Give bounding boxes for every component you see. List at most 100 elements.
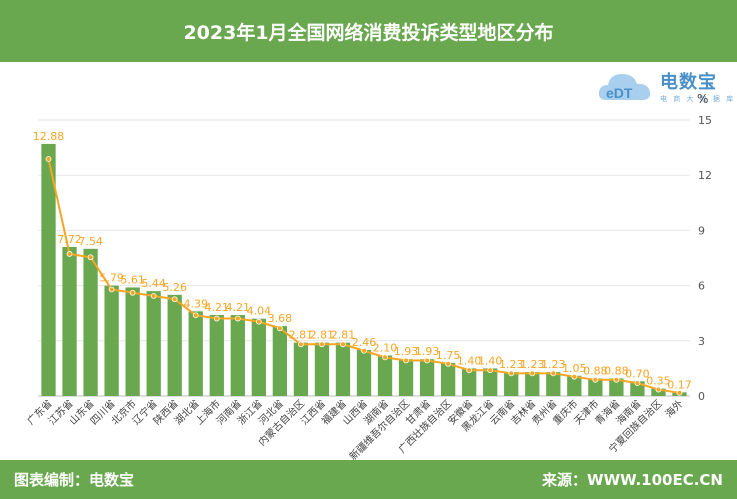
line-point [298,341,304,348]
data-label: 1.23 [520,358,545,371]
line-point [276,325,283,332]
bar [504,372,519,396]
y-tick-label: 3 [698,335,705,348]
bar [567,375,582,396]
line-point [550,370,557,377]
data-label: 1.05 [562,362,587,375]
data-label: 0.35 [646,375,671,388]
line-point [655,386,662,393]
bar [525,372,540,396]
line-point [255,318,262,325]
line-point [529,370,536,377]
data-label: 1.23 [499,358,524,371]
data-label: 0.88 [604,365,629,378]
footer-source: 来源：WWW.100EC.CN [542,471,723,489]
data-label: 3.68 [268,312,293,325]
bar [483,368,498,396]
data-label: 2.81 [331,329,356,342]
line-point [234,315,241,322]
line-point [213,315,220,322]
bar [293,342,309,396]
data-label: 4.04 [247,305,272,318]
data-label: 0.70 [625,367,650,380]
y-tick-label: 6 [698,280,705,293]
data-label: 4.21 [205,301,230,314]
line-point [613,376,620,383]
data-label: 7.54 [78,235,103,248]
data-label: 0.88 [583,365,608,378]
line-point [487,367,494,374]
data-label: 5.26 [162,281,187,294]
data-label: 5.79 [99,272,124,285]
line-point [150,293,157,299]
bar [462,368,477,396]
bar [588,378,603,396]
data-label: 1.93 [415,345,440,358]
bar [209,315,224,396]
y-tick-label: 9 [698,224,705,237]
data-label: 1.40 [478,354,503,367]
data-label: 1.75 [436,349,461,362]
data-label: 2.10 [373,342,398,355]
bar [41,143,56,396]
bar [251,318,266,396]
bar [377,355,393,396]
data-label: 1.23 [541,358,566,371]
data-label: 4.39 [183,297,208,310]
line-point [66,251,73,257]
footer-credit: 图表编制：电数宝 [14,471,135,489]
data-label: 2.81 [289,329,314,342]
bar [230,315,245,396]
bar [188,311,203,396]
line-point [319,341,325,348]
data-label: 1.40 [457,354,482,367]
line-point [676,389,683,396]
logo-subtitle: 电 商 大 数 据 库 [660,95,736,103]
bar [146,291,161,396]
bar [398,359,414,396]
data-label: 1.93 [394,345,419,358]
y-tick-label: 12 [698,169,712,182]
data-label: 12.88 [33,130,65,143]
line-point [171,296,178,303]
line-point [87,254,94,261]
y-axis-unit: % [697,92,709,106]
line-point [466,367,473,374]
data-label: 0.17 [667,378,692,391]
line-point [361,347,367,354]
bar [546,372,561,396]
line-point [129,289,136,296]
data-label: 5.61 [120,273,145,286]
data-label: 7.72 [57,233,82,246]
svg-text:eDT: eDT [606,85,633,101]
x-tick-label: 海外 [662,397,685,420]
bar [609,378,624,396]
line-point [108,286,115,293]
bar [419,359,435,396]
line-point [508,370,515,377]
line-point [571,373,578,380]
bar [356,350,372,396]
line-point [192,312,199,319]
chart-title: 2023年1月全国网络消费投诉类型地区分布 [0,0,737,62]
cloud-logo-icon: eDT [598,74,651,101]
bar [125,287,140,396]
line-point [634,380,641,387]
bar [440,362,456,396]
bar [62,246,77,396]
line-point [424,357,430,364]
bar [167,294,182,396]
footer: 图表编制：电数宝 来源：WWW.100EC.CN [0,460,737,499]
line-point [45,156,52,162]
bar [335,342,351,396]
data-label: 2.81 [310,329,335,342]
bar [272,326,288,396]
line-point [592,376,599,383]
line-point [340,341,346,348]
data-label: 4.21 [226,301,251,314]
line-point [445,360,452,367]
logo: eDT 电数宝 电 商 大 数 据 库 [596,62,736,112]
logo-brand: 电数宝 [660,72,717,93]
bar [104,285,119,396]
